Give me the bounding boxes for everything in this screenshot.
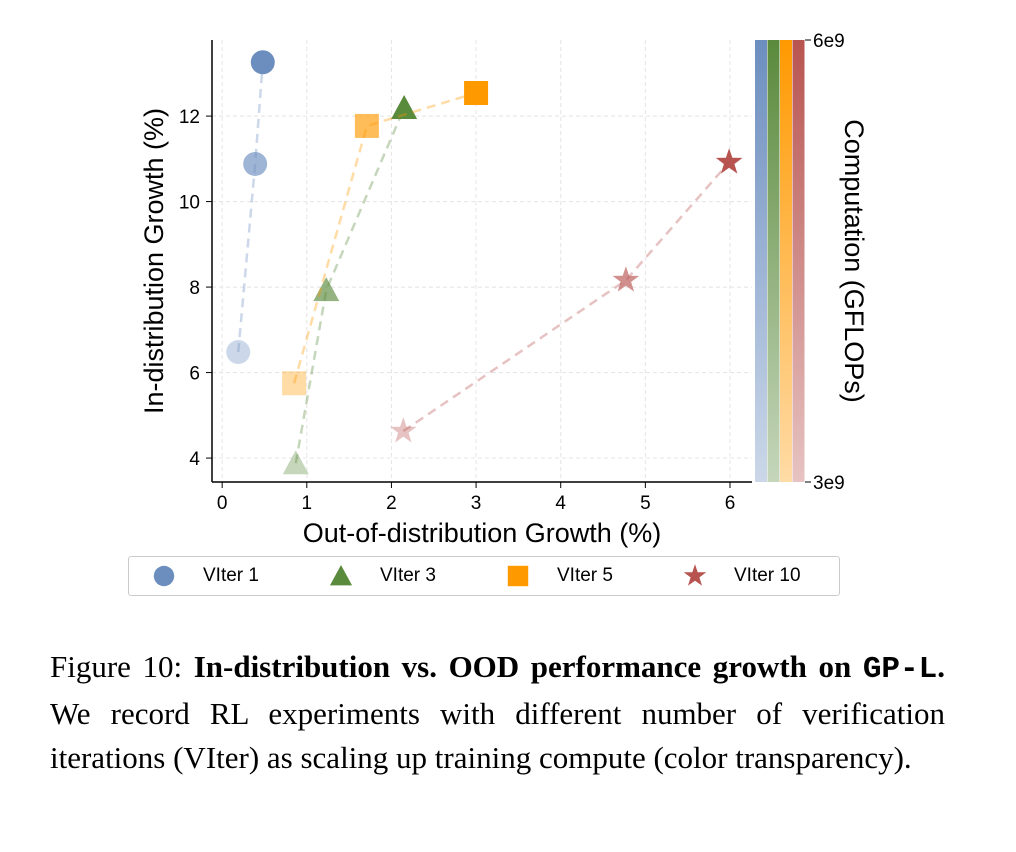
x-tick-label: 1 (302, 493, 313, 514)
legend-item: VIter 3 (306, 563, 483, 589)
colorbar-strip-1 (767, 40, 780, 482)
legend-circle-icon (153, 565, 175, 587)
caption-code: GP-L (862, 652, 938, 687)
series-line (294, 107, 406, 464)
caption-title-end: . (937, 649, 945, 684)
y-tick-label: 8 (189, 278, 200, 299)
legend-item: VIter 1 (129, 563, 306, 589)
colorbar-label: Computation (GFLOPs) (839, 119, 869, 403)
legend: VIter 1 VIter 3 VIter 5 VIter 10 (128, 556, 840, 596)
x-axis-label: Out-of-distribution Growth (%) (303, 518, 662, 548)
legend-label: VIter 5 (557, 565, 613, 586)
legend-label: VIter 1 (203, 565, 259, 586)
legend-marker (329, 564, 353, 586)
caption-title: In-distribution vs. OOD performance grow… (193, 649, 863, 684)
data-point (226, 340, 251, 365)
legend-marker (683, 564, 707, 586)
legend-item: VIter 10 (660, 563, 837, 589)
data-point (313, 277, 340, 302)
data-point (464, 81, 489, 106)
series-line (292, 91, 477, 384)
colorbar-min-label: 3e9 (813, 473, 845, 494)
x-tick-label: 2 (386, 493, 397, 514)
x-tick-label: 5 (640, 493, 651, 514)
y-tick-label: 6 (189, 364, 200, 385)
legend-triangle-icon (329, 564, 353, 586)
figure-caption: Figure 10: In-distribution vs. OOD perfo… (50, 645, 945, 780)
data-point (243, 151, 268, 176)
data-point (391, 94, 418, 120)
legend-label: VIter 10 (734, 565, 801, 586)
data-point (282, 371, 307, 396)
x-tick-label: 6 (725, 493, 736, 514)
x-tick-label: 4 (555, 493, 566, 514)
legend-star-icon (683, 564, 707, 586)
caption-text: We record RL experiments with different … (50, 696, 945, 775)
colorbar-strip-2 (780, 40, 792, 482)
y-tick-label: 12 (179, 107, 200, 128)
x-tick-label: 3 (471, 493, 482, 514)
y-tick-label: 4 (189, 449, 200, 470)
y-tick-label: 10 (179, 193, 200, 214)
data-point (390, 417, 417, 443)
series-line (402, 161, 731, 433)
data-point (250, 50, 275, 75)
colorbar-strip-0 (755, 40, 767, 482)
legend-marker (153, 565, 175, 587)
legend-square-icon (507, 565, 529, 587)
data-point (715, 148, 743, 174)
data-point (354, 113, 379, 138)
colorbar-max-label: 6e9 (813, 31, 845, 52)
data-point (282, 450, 309, 475)
legend-label: VIter 3 (380, 565, 436, 586)
x-tick-label: 0 (217, 493, 228, 514)
legend-marker (507, 565, 529, 587)
series-line (236, 62, 265, 353)
colorbar-strip-3 (792, 40, 805, 482)
caption-label: Figure 10: (50, 649, 194, 684)
data-point (612, 266, 640, 292)
y-axis-label: In-distribution Growth (%) (139, 108, 169, 414)
legend-item: VIter 5 (483, 563, 660, 589)
